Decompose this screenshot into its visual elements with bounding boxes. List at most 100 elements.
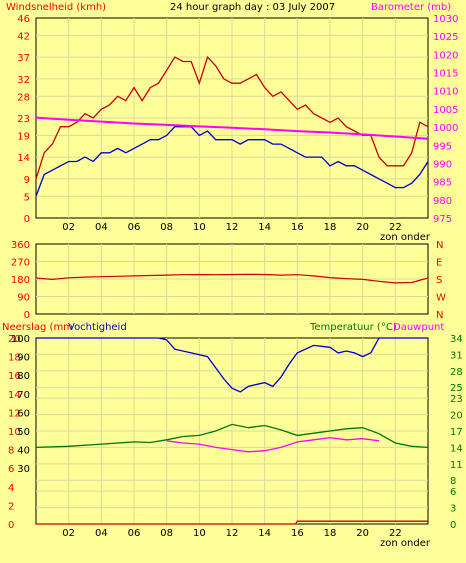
x-tick-label: 18 (324, 528, 337, 539)
y-tick-label: 28 (17, 92, 30, 103)
y-tick-label: 28 (450, 367, 463, 378)
x-tick-label: 10 (193, 222, 206, 233)
rain-tick-labels: 0 2 4 6 8 10 12 14 16 18 20 (8, 334, 21, 531)
direction-degree-tick-labels: 0 90 180 270 360 (11, 240, 30, 321)
wind-panel-series (35, 55, 429, 197)
compass-tick-label: W (436, 293, 446, 304)
y-tick-label: 1025 (433, 32, 458, 43)
y-tick-label: 90 (17, 353, 30, 364)
y-tick-label: 4 (8, 483, 14, 494)
y-tick-label: 1020 (433, 50, 458, 61)
humidity-panel-gridlines (36, 338, 428, 524)
y-tick-label: 1010 (433, 87, 458, 98)
x-tick-label: 10 (193, 528, 206, 539)
y-tick-label: 80 (17, 371, 30, 382)
x-tick-label: 14 (258, 528, 271, 539)
sunset-label: zon onder (380, 232, 431, 243)
x-tick-label: 08 (160, 222, 173, 233)
y-tick-label: 100 (11, 334, 30, 345)
y-tick-label: 42 (17, 31, 30, 42)
y-tick-label: 90 (17, 293, 30, 304)
y-tick-label: 1030 (433, 14, 458, 25)
y-tick-label: 3 (450, 504, 456, 515)
y-tick-label: 19 (17, 131, 30, 142)
y-tick-label: 23 (17, 114, 30, 125)
x-tick-label: 02 (62, 528, 75, 539)
temperatuur-c-line (35, 423, 429, 449)
sunset-label-bottom: zon onder (380, 538, 431, 549)
dauwpunt-line (166, 436, 380, 453)
x-tick-label: 20 (356, 528, 369, 539)
y-tick-label: 14 (8, 390, 21, 401)
y-tick-label: 60 (17, 408, 30, 419)
compass-tick-label: N (436, 240, 443, 251)
x-tick-label: 06 (128, 222, 141, 233)
y-tick-label: 46 (17, 14, 30, 25)
y-tick-label: 25 (450, 383, 463, 394)
y-tick-label: 37 (17, 53, 30, 64)
direction-panel-series (35, 273, 429, 284)
humidity-panel-x-tick-labels: 02 04 06 08 10 12 14 16 18 20 22 (62, 528, 401, 539)
wind-panel-x-tick-labels: 02 04 06 08 10 12 14 16 18 20 22 (62, 222, 401, 233)
y-tick-label: 360 (11, 240, 30, 251)
y-tick-label: 270 (11, 258, 30, 269)
y-tick-label: 31 (450, 350, 463, 361)
wind-speed-axis-title: Windsnelheid (kmh) (6, 2, 106, 13)
y-tick-label: 30 (17, 464, 30, 475)
compass-tick-label: S (436, 275, 442, 286)
y-tick-label: 18 (8, 353, 21, 364)
y-tick-label: 180 (11, 275, 30, 286)
y-tick-label: 975 (433, 214, 452, 225)
y-tick-label: 10 (8, 427, 21, 438)
y-tick-label: 1005 (433, 105, 458, 116)
y-tick-label: 1015 (433, 69, 458, 80)
x-tick-label: 16 (291, 528, 304, 539)
x-tick-label: 06 (128, 528, 141, 539)
y-tick-label: 985 (433, 178, 452, 189)
y-tick-label: 995 (433, 141, 452, 152)
x-tick-label: 22 (389, 222, 402, 233)
temperature-axis-title: Temperatuur (°C) (309, 322, 397, 333)
y-tick-label: 8 (450, 476, 456, 487)
x-tick-label: 04 (95, 222, 108, 233)
series-1-line (35, 126, 429, 197)
y-tick-label: 8 (8, 446, 14, 457)
barometer-axis-title: Barometer (mb) (371, 2, 451, 13)
y-tick-label: 0 (450, 520, 456, 531)
y-tick-label: 17 (450, 427, 463, 438)
y-tick-label: 40 (17, 446, 30, 457)
y-tick-label: 32 (17, 75, 30, 86)
y-tick-label: 6 (450, 487, 456, 498)
x-tick-label: 02 (62, 222, 75, 233)
humidity-tick-labels: 30 40 50 60 70 80 90 100 (11, 334, 30, 475)
y-tick-label: 990 (433, 159, 452, 170)
y-tick-label: 5 (24, 192, 30, 203)
y-tick-label: 2 (8, 501, 14, 512)
y-tick-label: 0 (24, 214, 30, 225)
barometer-mb-line (35, 116, 429, 140)
y-tick-label: 20 (8, 334, 21, 345)
y-tick-label: 9 (24, 175, 30, 186)
y-tick-label: 0 (24, 310, 30, 321)
y-tick-label: 14 (17, 153, 30, 164)
neerslag-mm-line (36, 520, 428, 525)
y-tick-label: 0 (8, 520, 14, 531)
y-tick-label: 70 (17, 390, 30, 401)
y-tick-label: 20 (450, 411, 463, 422)
y-tick-label: 11 (450, 460, 463, 471)
y-tick-label: 6 (8, 464, 14, 475)
y-tick-label: 16 (8, 371, 21, 382)
x-tick-label: 04 (95, 528, 108, 539)
wind-speed-tick-labels: 0 5 9 14 19 23 28 32 37 42 46 (17, 14, 30, 225)
wind-barometer-panel: 0 5 9 14 19 23 28 32 37 42 46 975 980 985 990 995 1000 1… (17, 14, 458, 243)
barometer-tick-labels: 975 980 985 990 995 1000 1005 1010 1015 1020 1025 1… (433, 14, 458, 225)
x-tick-label: 12 (226, 528, 239, 539)
y-tick-label: 14 (450, 443, 463, 454)
wind-direction-line (35, 273, 429, 284)
compass-tick-label: E (436, 258, 442, 269)
